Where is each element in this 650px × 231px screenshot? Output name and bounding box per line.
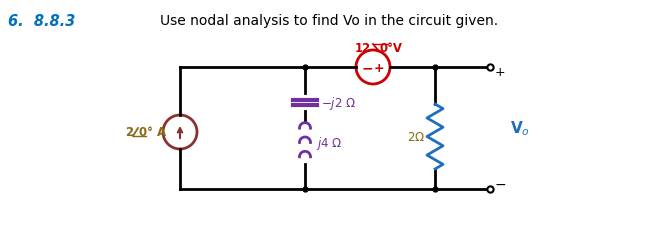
Text: $-j2\ \Omega$: $-j2\ \Omega$	[321, 94, 356, 111]
Text: 12: 12	[355, 41, 371, 54]
Text: 0°V: 0°V	[379, 41, 402, 54]
Text: +: +	[374, 61, 384, 74]
Text: $2\Omega$: $2\Omega$	[407, 131, 425, 143]
Text: 2: 2	[125, 126, 133, 139]
Text: −: −	[361, 61, 373, 75]
Text: +: +	[495, 66, 506, 79]
Text: Use nodal analysis to find Vo in the circuit given.: Use nodal analysis to find Vo in the cir…	[160, 14, 498, 28]
Text: 0° A: 0° A	[139, 126, 166, 139]
Text: 6.  8.8.3: 6. 8.8.3	[8, 14, 75, 29]
Text: $j4\ \Omega$: $j4\ \Omega$	[315, 134, 342, 151]
Text: −: −	[495, 177, 506, 191]
Text: $\mathbf{V}_o$: $\mathbf{V}_o$	[510, 119, 530, 138]
